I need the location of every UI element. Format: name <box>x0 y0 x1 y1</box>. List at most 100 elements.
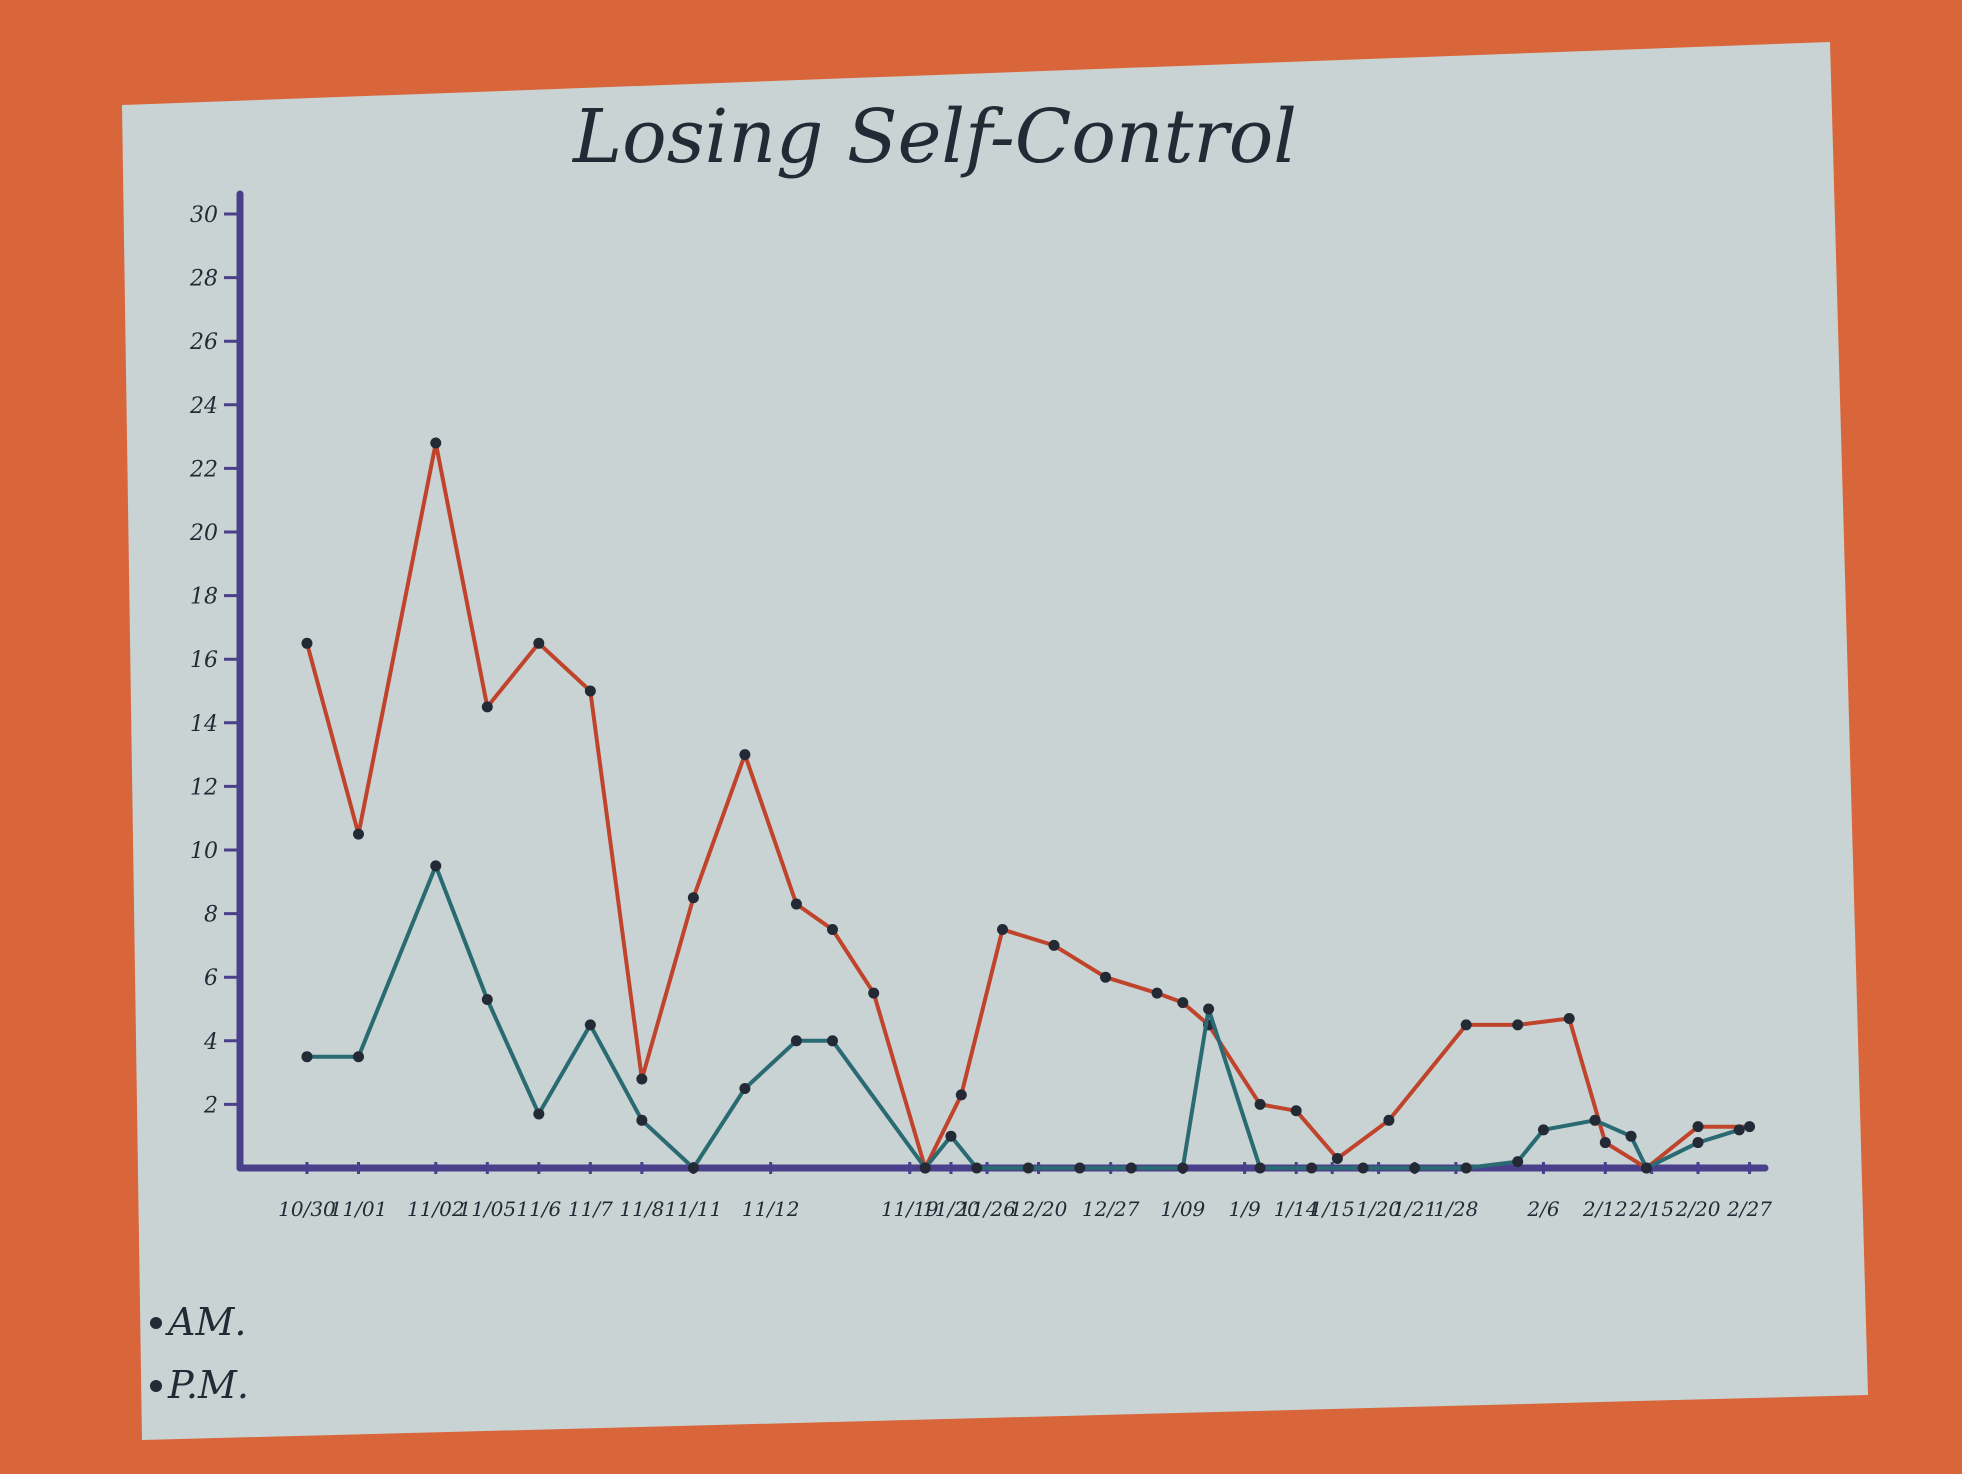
data-point-am <box>430 437 442 449</box>
legend-label-pm: P.M. <box>167 1363 249 1407</box>
data-point-pm <box>826 1035 838 1047</box>
x-tick-label: 1/28 <box>1433 1197 1478 1221</box>
data-point-am <box>868 987 880 999</box>
paper-sheet <box>122 42 1868 1440</box>
data-point-pm <box>1125 1162 1137 1174</box>
legend-marker-pm <box>150 1380 162 1392</box>
data-point-pm <box>1177 1162 1189 1174</box>
data-point-am <box>826 924 838 935</box>
data-point-pm <box>301 1051 313 1063</box>
data-point-pm <box>919 1162 931 1174</box>
x-tick-label: 12/27 <box>1082 1197 1140 1221</box>
data-point-pm <box>1625 1130 1637 1142</box>
x-tick-label: 1/20 <box>1356 1197 1401 1221</box>
data-point-am <box>481 701 493 713</box>
y-tick-label: 10 <box>190 839 218 864</box>
data-point-am <box>1331 1152 1343 1164</box>
x-tick-label: 1/9 <box>1229 1197 1261 1221</box>
data-point-pm <box>352 1051 364 1063</box>
y-tick-label: 20 <box>189 521 218 546</box>
x-tick-label: 11/26 <box>958 1197 1016 1221</box>
data-point-pm <box>1306 1162 1318 1174</box>
x-tick-label: 10/30 <box>278 1197 336 1221</box>
data-point-pm <box>1022 1162 1034 1174</box>
x-tick-label: 11/8 <box>619 1197 664 1221</box>
x-tick-label: 11/12 <box>742 1197 800 1221</box>
data-point-am <box>1744 1121 1756 1133</box>
y-tick-label: 26 <box>189 330 218 355</box>
y-tick-label: 22 <box>189 457 218 482</box>
x-tick-label: 2/12 <box>1582 1197 1628 1221</box>
y-tick-label: 4 <box>203 1030 218 1055</box>
data-point-am <box>1512 1019 1524 1031</box>
data-point-pm <box>1203 1003 1215 1015</box>
data-point-am <box>997 924 1008 935</box>
data-point-am <box>1177 997 1189 1009</box>
data-point-pm <box>1074 1162 1086 1174</box>
x-tick-label: 2/20 <box>1675 1197 1721 1221</box>
data-point-am <box>584 685 596 697</box>
x-tick-label: 11/7 <box>568 1197 613 1221</box>
data-point-am <box>1563 1013 1575 1025</box>
x-tick-label: 1/21 <box>1392 1197 1437 1221</box>
data-point-pm <box>430 860 442 872</box>
data-point-am <box>533 637 545 649</box>
x-tick-label: 2/27 <box>1726 1197 1772 1221</box>
data-point-am <box>1599 1137 1611 1149</box>
data-point-pm <box>584 1019 596 1031</box>
data-point-pm <box>1589 1114 1601 1126</box>
data-point-am <box>1460 1019 1472 1031</box>
data-point-pm <box>687 1162 699 1174</box>
x-tick-label: 12/20 <box>1010 1197 1068 1221</box>
data-point-pm <box>1357 1162 1369 1174</box>
data-point-pm <box>533 1108 545 1120</box>
data-point-am <box>955 1089 967 1101</box>
data-point-am <box>1151 987 1163 999</box>
x-tick-label: 1/15 <box>1310 1197 1355 1221</box>
data-point-pm <box>790 1035 802 1047</box>
data-point-am <box>636 1073 648 1085</box>
data-point-am <box>1383 1114 1395 1126</box>
data-point-pm <box>636 1114 648 1126</box>
data-point-am <box>352 828 364 840</box>
y-tick-label: 14 <box>190 712 218 737</box>
y-tick-label: 30 <box>190 203 218 228</box>
x-tick-label: 11/11 <box>665 1197 723 1221</box>
data-point-am <box>739 749 751 761</box>
x-tick-label: 11/20 <box>922 1197 980 1221</box>
x-tick-label: 1/14 <box>1274 1197 1319 1221</box>
y-tick-label: 8 <box>204 903 218 928</box>
data-point-am <box>1290 1105 1302 1117</box>
data-point-pm <box>1641 1162 1653 1174</box>
x-tick-label: 2/15 <box>1628 1197 1674 1221</box>
data-point-am <box>301 637 313 649</box>
data-point-am <box>790 898 802 910</box>
data-point-pm <box>945 1130 957 1142</box>
data-point-am <box>1048 939 1060 951</box>
y-tick-label: 28 <box>189 267 218 292</box>
data-point-pm <box>1254 1162 1266 1174</box>
chart-title: Losing Self-Control <box>571 94 1297 180</box>
data-point-am <box>1692 1121 1704 1133</box>
data-point-am <box>687 892 699 904</box>
y-tick-label: 18 <box>190 585 218 610</box>
y-tick-label: 6 <box>204 966 218 991</box>
data-point-pm <box>739 1083 751 1094</box>
x-tick-label: 2/6 <box>1526 1197 1559 1221</box>
y-tick-label: 16 <box>190 648 218 673</box>
data-point-pm <box>1537 1124 1549 1136</box>
data-point-pm <box>1512 1156 1524 1168</box>
x-tick-label: 11/05 <box>458 1197 516 1221</box>
y-tick-label: 12 <box>190 775 218 800</box>
legend-marker-am <box>150 1317 162 1329</box>
x-tick-label: 11/02 <box>407 1197 465 1221</box>
data-point-pm <box>1692 1137 1704 1149</box>
data-point-pm <box>1733 1124 1745 1136</box>
data-point-pm <box>1460 1162 1472 1174</box>
legend: AM. P.M. <box>150 1300 249 1407</box>
x-tick-label: 11/6 <box>516 1197 561 1221</box>
data-point-pm <box>481 993 493 1005</box>
data-point-am <box>1100 971 1112 983</box>
